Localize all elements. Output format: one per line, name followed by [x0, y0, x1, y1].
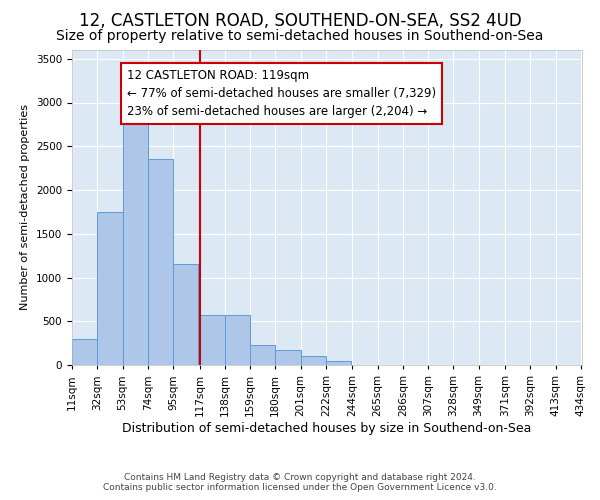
- Bar: [72, 339, 97, 365]
- X-axis label: Distribution of semi-detached houses by size in Southend-on-Sea: Distribution of semi-detached houses by …: [122, 422, 532, 434]
- Bar: [250, 345, 275, 365]
- Text: Contains HM Land Registry data © Crown copyright and database right 2024.
Contai: Contains HM Land Registry data © Crown c…: [103, 473, 497, 492]
- Bar: [148, 160, 173, 365]
- Bar: [97, 212, 122, 365]
- Text: 12 CASTLETON ROAD: 119sqm
← 77% of semi-detached houses are smaller (7,329)
23% : 12 CASTLETON ROAD: 119sqm ← 77% of semi-…: [127, 69, 436, 118]
- Bar: [122, 76, 148, 365]
- Bar: [199, 314, 225, 365]
- Text: 12, CASTLETON ROAD, SOUTHEND-ON-SEA, SS2 4UD: 12, CASTLETON ROAD, SOUTHEND-ON-SEA, SS2…: [79, 12, 521, 30]
- Bar: [275, 350, 301, 365]
- Bar: [173, 264, 198, 365]
- Bar: [225, 314, 250, 365]
- Y-axis label: Number of semi-detached properties: Number of semi-detached properties: [20, 104, 31, 310]
- Bar: [301, 356, 326, 365]
- Text: Size of property relative to semi-detached houses in Southend-on-Sea: Size of property relative to semi-detach…: [56, 29, 544, 43]
- Bar: [326, 360, 351, 365]
